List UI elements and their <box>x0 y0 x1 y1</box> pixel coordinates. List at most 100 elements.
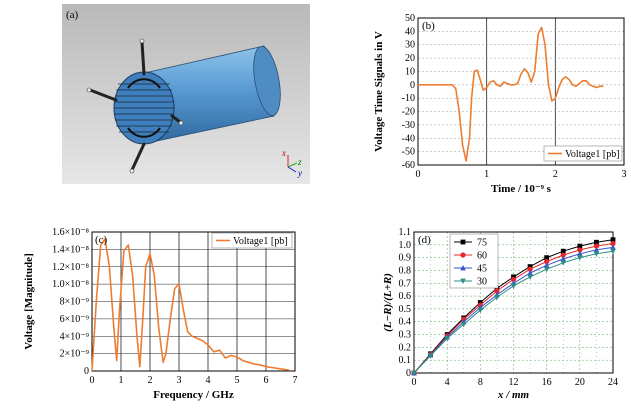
y-tick-label: 0.9 <box>399 253 412 264</box>
y-tick-label: 1.2×10⁻⁸ <box>52 262 89 273</box>
y-tick-label: 4×10⁻⁹ <box>60 331 90 342</box>
legend-label-voltage1: Voltage1 [pb] <box>565 149 620 160</box>
x-tick-label: 6 <box>264 375 269 386</box>
data-point-30 <box>577 255 583 261</box>
data-point-60 <box>593 243 600 249</box>
data-point-30 <box>560 260 567 266</box>
data-point-45 <box>560 255 567 262</box>
data-point-30 <box>427 353 434 359</box>
ratio-chart-svg: 0 4 8 12 16 20 2400.10.20.30.40.50.60.70.80.91… <box>382 227 618 401</box>
y-tick-label: 0.8 <box>399 265 412 276</box>
data-point-45 <box>610 244 616 250</box>
x-tick-label: 1 <box>119 375 124 386</box>
data-point-60 <box>577 247 583 253</box>
y-tick-label: 8×10⁻⁹ <box>60 297 90 308</box>
y-tick-label: 0.6 <box>399 291 412 302</box>
panel-b-label: (b) <box>422 20 435 32</box>
data-point-30 <box>444 335 450 342</box>
data-point-60 <box>510 276 517 283</box>
data-point-45 <box>593 246 600 253</box>
data-point-30 <box>543 266 550 273</box>
x-axis-label: Frequency / GHz <box>153 389 234 401</box>
x-tick-label: 0 <box>90 375 95 386</box>
data-point-30 <box>527 274 533 280</box>
probe-rods <box>88 40 182 172</box>
legend-box <box>543 145 623 162</box>
data-point-30 <box>494 294 500 301</box>
legend-label-45: 45 <box>477 264 487 275</box>
data-point-30 <box>610 248 616 255</box>
y-tick-label: 1.0×10⁻⁸ <box>52 279 89 290</box>
coil-arc-top <box>127 78 161 89</box>
y-axis-label: (L−R)/(L+R) <box>382 273 394 332</box>
data-point-45 <box>577 250 583 257</box>
panel-c-label: (c) <box>95 234 108 246</box>
triad-z-label: z <box>297 157 302 167</box>
x-tick-label: 3 <box>622 169 627 180</box>
y-axis-label: Voltage [Magnitude] <box>23 253 35 349</box>
x-tick-label: 12 <box>509 377 519 388</box>
data-point-75 <box>544 255 550 261</box>
y-tick-label: 0 <box>410 80 415 91</box>
panel-a-model-render: (a) <box>62 4 310 184</box>
y-tick-label: 0.7 <box>399 278 412 289</box>
y-tick-label: 2×10⁻⁹ <box>60 349 90 360</box>
x-tick-label: 5 <box>235 375 240 386</box>
y-tick-label: 0.5 <box>399 304 412 315</box>
data-point-30 <box>460 321 467 328</box>
end-cap-hatching <box>114 83 174 133</box>
data-point-30 <box>477 307 484 314</box>
panel-b-time-signal-chart: 0 1 2 3 -60 -50 -40 -30 -20 -10 0 10 20 30 40 50 (b) Volt… <box>372 2 631 200</box>
triad-x-label: x <box>281 148 286 158</box>
y-tick-label: 0.3 <box>399 330 412 341</box>
x-tick-label: 0 <box>412 377 417 388</box>
y-tick-label: 0 <box>84 366 89 377</box>
x-tick-label: 24 <box>608 377 618 388</box>
y-tick-label: 10 <box>405 66 415 77</box>
x-tick-label: 2 <box>148 375 153 386</box>
plot-frame <box>413 231 614 374</box>
y-tick-label: -40 <box>402 133 415 144</box>
y-tick-label: 0.2 <box>399 342 412 353</box>
legend-label-60: 60 <box>477 251 487 262</box>
y-tick-label: 1.1 <box>399 227 412 238</box>
time-signal-chart-svg: 0 1 2 3 -60 -50 -40 -30 -20 -10 0 10 20 30 40 50 (b) Volt… <box>373 13 627 195</box>
y-tick-label: 6×10⁻⁹ <box>60 314 90 325</box>
y-tick-label: 1.6×10⁻⁸ <box>52 227 89 238</box>
axes-triad: x z y <box>281 148 302 178</box>
y-tick-label: 0.1 <box>399 355 412 366</box>
triad-y-label: y <box>297 168 302 178</box>
coil-arc-bottom <box>127 127 161 138</box>
y-tick-label: -50 <box>402 147 415 158</box>
cylinder-far-end <box>253 46 281 116</box>
legend-box <box>449 233 499 289</box>
legend-label-30: 30 <box>477 277 487 288</box>
data-point-60 <box>560 252 566 258</box>
plot-frame <box>417 17 625 166</box>
x-tick-label: 3 <box>177 375 182 386</box>
x-tick-label: 16 <box>542 377 552 388</box>
series-line-voltage1 <box>91 238 290 372</box>
y-tick-label: 40 <box>405 26 415 37</box>
y-tick-label: 30 <box>405 40 415 51</box>
panel-c-frequency-chart: 0 1 2 3 4 5 6 7 0 2×10⁻⁹ 4×10⁻⁹ 6×10⁻⁹ 8×10⁻⁹ 1.0×10⁻… <box>22 226 312 403</box>
legend-swatch-marker-45 <box>460 265 466 271</box>
x-tick-label: 7 <box>293 375 298 386</box>
legend-swatch-marker-30 <box>460 278 466 284</box>
panel-d-ratio-chart: 0 4 8 12 16 20 24 0 0.1 0.2 0.3 0.4 0.5 0.6 0.7 0.8 0.9 1… <box>380 226 631 403</box>
data-point-30 <box>411 370 417 376</box>
model-render-svg: (a) <box>62 4 310 184</box>
x-tick-label: 4 <box>445 377 450 388</box>
panel-a-label: (a) <box>66 9 79 21</box>
panel-d-label: (d) <box>418 234 431 246</box>
x-axis-label: Time / 10⁻⁹ s <box>491 183 552 195</box>
data-point-75 <box>560 248 566 254</box>
y-axis-label: Voltage Time Signals in V <box>373 31 385 152</box>
data-point-60 <box>544 258 550 265</box>
rod-tips <box>86 38 184 174</box>
y-tick-label: 1.4×10⁻⁸ <box>52 244 89 255</box>
x-tick-label: 2 <box>553 169 558 180</box>
data-point-30 <box>593 251 600 257</box>
y-tick-label: 50 <box>405 13 415 24</box>
x-tick-label: 20 <box>575 377 585 388</box>
